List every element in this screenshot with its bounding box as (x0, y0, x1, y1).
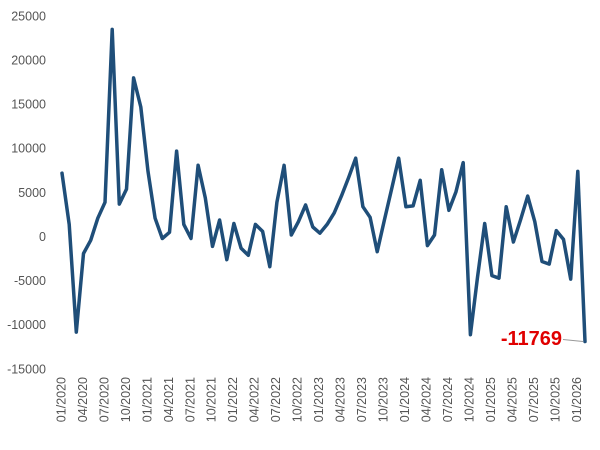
y-tick-label: -15000 (7, 362, 46, 376)
x-tick-label: 04/2020 (76, 377, 90, 422)
x-tick-label: 07/2022 (269, 377, 283, 422)
y-tick-label: 5000 (18, 186, 46, 200)
x-tick-label: 01/2023 (312, 377, 326, 422)
x-tick-label: 01/2020 (54, 377, 68, 422)
x-tick-label: 04/2025 (506, 377, 520, 422)
x-tick-label: 04/2023 (334, 377, 348, 422)
x-tick-label: 04/2024 (420, 377, 434, 422)
y-tick-label: 15000 (11, 98, 46, 112)
y-tick-label: 25000 (11, 9, 46, 23)
x-tick-label: 10/2021 (205, 377, 219, 422)
x-tick-label: 01/2022 (226, 377, 240, 422)
x-tick-label: 07/2020 (97, 377, 111, 422)
x-tick-label: 10/2023 (377, 377, 391, 422)
x-tick-label: 07/2025 (527, 377, 541, 422)
line-series (60, 27, 587, 344)
x-tick-label: 10/2022 (291, 377, 305, 422)
y-tick-label: 20000 (11, 53, 46, 67)
y-tick-label: -10000 (7, 318, 46, 332)
x-tick-label: 10/2025 (549, 377, 563, 422)
x-tick-label: 07/2021 (183, 377, 197, 422)
x-tick-label: 01/2026 (570, 377, 584, 422)
x-tick-label: 10/2020 (119, 377, 133, 422)
y-tick-label: 0 (39, 230, 46, 244)
x-tick-label: 10/2024 (463, 377, 477, 422)
x-tick-label: 01/2024 (398, 377, 412, 422)
x-tick-label: 01/2025 (484, 377, 498, 422)
data-label: -11769 (501, 328, 562, 350)
y-tick-label: -5000 (14, 274, 46, 288)
y-tick-label: 10000 (11, 142, 46, 156)
leader-line (562, 338, 584, 342)
x-tick-label: 07/2023 (355, 377, 369, 422)
x-tick-label: 04/2022 (248, 377, 262, 422)
x-tick-label: 07/2024 (441, 377, 455, 422)
x-tick-label: 04/2021 (162, 377, 176, 422)
x-tick-label: 01/2021 (140, 377, 154, 422)
